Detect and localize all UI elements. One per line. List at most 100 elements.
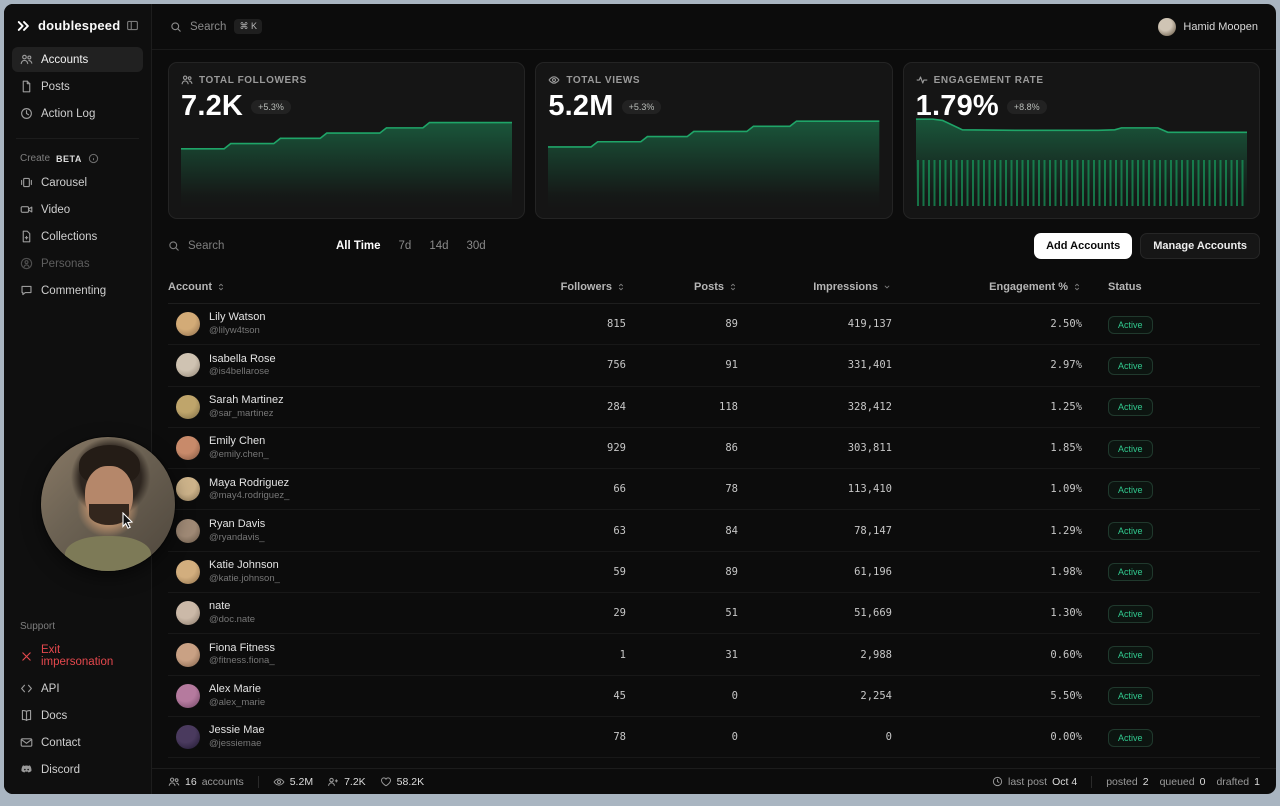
engagement-cell: 0.60%: [1050, 648, 1082, 661]
status-badge: Active: [1108, 687, 1153, 706]
sidebar-item-video[interactable]: Video: [12, 197, 143, 222]
user-menu[interactable]: Hamid Moopen: [1158, 17, 1258, 36]
stat-card-chart: [548, 116, 880, 208]
account-name: Jessie Mae: [209, 724, 265, 737]
table-row[interactable]: Maya Rodriguez @may4.rodriguez_ 66 78 113,41…: [168, 469, 1260, 511]
tab-30d[interactable]: 30d: [466, 240, 486, 252]
last-post-value: Oct 4: [1052, 775, 1078, 788]
tab-14d[interactable]: 14d: [429, 240, 449, 252]
stat-card-value: 5.2M: [548, 90, 614, 122]
column-header-account[interactable]: Account: [168, 281, 548, 293]
docs-icon: [21, 709, 32, 721]
posts-cell: 0: [731, 731, 738, 744]
table-search-input[interactable]: Search: [168, 240, 318, 252]
accounts-count: 16: [185, 775, 197, 788]
add-accounts-button[interactable]: Add Accounts: [1034, 233, 1133, 259]
create-section: Carousel Video Collections Personas Commenti…: [12, 170, 143, 305]
posts-cell: 0: [731, 689, 738, 702]
post-queue-stats: posted 2 queued 0 drafted 1: [1106, 776, 1260, 788]
posts-cell: 91: [725, 359, 738, 372]
sidebar-item-collections[interactable]: Collections: [12, 224, 143, 249]
sidebar-item-personas[interactable]: Personas: [12, 251, 143, 276]
sidebar-item-discord[interactable]: Discord: [12, 757, 143, 782]
main-area: Search ⌘ K Hamid Moopen TOTAL FOLLOWERS 7…: [152, 4, 1276, 794]
table-header: Account Followers Posts Impressions Engageme…: [168, 270, 1260, 304]
accounts-table: Account Followers Posts Impressions Engageme…: [168, 270, 1260, 768]
stat-card-value: 7.2K: [181, 90, 244, 122]
table-row[interactable]: Lily Watson @lilyw4tson 815 89 419,137 2.50% A…: [168, 304, 1260, 346]
manage-accounts-button[interactable]: Manage Accounts: [1140, 233, 1260, 259]
sortBoth-icon: [218, 283, 224, 290]
global-search-input[interactable]: Search ⌘ K: [170, 19, 262, 34]
sortBoth-icon: [618, 283, 624, 290]
account-handle: @doc.nate: [209, 614, 256, 626]
account-avatar: [176, 601, 200, 626]
sidebar-item-action-log[interactable]: Action Log: [12, 101, 143, 126]
column-header-engagement-[interactable]: Engagement %: [892, 281, 1082, 293]
column-header-followers[interactable]: Followers: [548, 281, 626, 293]
status-badge: Active: [1108, 356, 1153, 375]
search-icon: [171, 21, 181, 32]
followers-cell: 45: [613, 689, 626, 702]
table-row[interactable]: Alex Marie @alex_marie 45 0 2,254 5.50% Active: [168, 676, 1260, 717]
sidebar-item-posts[interactable]: Posts: [12, 74, 143, 99]
eye-icon: [548, 76, 560, 84]
tab-all-time[interactable]: All Time: [336, 240, 381, 252]
sidebar-item-contact[interactable]: Contact: [12, 730, 143, 755]
column-header-impressions[interactable]: Impressions: [738, 281, 892, 293]
webcam-overlay[interactable]: [41, 437, 175, 571]
create-section-label: Create: [20, 153, 51, 164]
table-row[interactable]: Sarah Martinez @sar_martinez 284 118 328,412…: [168, 387, 1260, 428]
info-icon[interactable]: [88, 153, 99, 164]
table-row[interactable]: Ryan Davis @ryandavis_ 63 84 78,147 1.29% Acti…: [168, 510, 1260, 552]
table-row[interactable]: Emily Chen @emily.chen_ 929 86 303,811 1.85% A…: [168, 428, 1260, 470]
account-handle: @ryandavis_: [209, 531, 265, 543]
table-row[interactable]: Isabella Rose @is4bellarose 756 91 331,401 2.…: [168, 345, 1260, 387]
account-name: Emily Chen: [209, 435, 266, 448]
search-icon: [169, 241, 179, 251]
sidebar-item-commenting[interactable]: Commenting: [12, 278, 143, 303]
account-avatar: [176, 436, 200, 461]
account-avatar: [176, 683, 200, 708]
users-icon: [181, 75, 193, 85]
sidebar-item-label: Discord: [41, 763, 80, 776]
discord-icon: [21, 765, 32, 773]
table-row[interactable]: Jessie Mae @jessiemae 78 0 0 0.00% Active: [168, 717, 1260, 759]
accounts-count-label: accounts: [201, 775, 244, 788]
table-row[interactable]: Katie Johnson @katie.johnson_ 59 89 61,196 1.…: [168, 552, 1260, 594]
sidebar-item-label: Exit impersonation: [41, 644, 114, 668]
sidebar-collapse-icon[interactable]: [126, 19, 139, 32]
posts-cell: 84: [725, 524, 738, 537]
table-body: Lily Watson @lilyw4tson 815 89 419,137 2.50% A…: [168, 304, 1260, 768]
table-row[interactable]: nate @doc.nate 29 51 51,669 1.30% Active: [168, 593, 1260, 635]
topbar: Search ⌘ K Hamid Moopen: [152, 4, 1276, 50]
account-handle: @sar_martinez: [209, 407, 274, 419]
engagement-cell: 2.50%: [1050, 318, 1082, 331]
sidebar-item-accounts[interactable]: Accounts: [12, 47, 143, 72]
total-likes-stat: 58.2K: [396, 775, 425, 788]
column-header-posts[interactable]: Posts: [626, 281, 738, 293]
tab-7d[interactable]: 7d: [398, 240, 412, 252]
shortcut-badge: ⌘ K: [234, 19, 262, 34]
sidebar-item-api[interactable]: API: [12, 676, 143, 701]
sidebar-item-carousel[interactable]: Carousel: [12, 170, 143, 195]
table-row[interactable]: Fiona Fitness @fitness.fiona_ 1 31 2,988 0.60…: [168, 634, 1260, 676]
comment-icon: [21, 285, 32, 296]
stat-card-engagement-rate: ENGAGEMENT RATE 1.79% +8.8%: [902, 62, 1260, 219]
account-avatar: [176, 353, 200, 378]
content: TOTAL FOLLOWERS 7.2K +5.3% TOTAL VIEWS 5.2M +…: [152, 50, 1276, 768]
sidebar-item-exit-impersonation[interactable]: Exit impersonation: [12, 638, 143, 674]
account-name: Sarah Martinez: [209, 393, 284, 406]
sidebar-item-label: Video: [41, 203, 71, 216]
account-name: Lily Watson: [209, 311, 266, 324]
account-name: Fiona Fitness: [209, 641, 276, 654]
account-name: Isabella Rose: [209, 352, 276, 365]
user-name: Hamid Moopen: [1183, 20, 1258, 33]
footer-views: 5.2M: [273, 776, 313, 788]
posts-cell: 118: [719, 400, 738, 413]
footer-bar: 16 accounts 5.2M 7.2K 58.2K last post: [152, 768, 1276, 794]
sidebar-item-docs[interactable]: Docs: [12, 703, 143, 728]
impressions-cell: 51,669: [854, 607, 892, 620]
engagement-cell: 1.09%: [1050, 483, 1082, 496]
footer-accounts: 16 accounts: [168, 776, 244, 788]
